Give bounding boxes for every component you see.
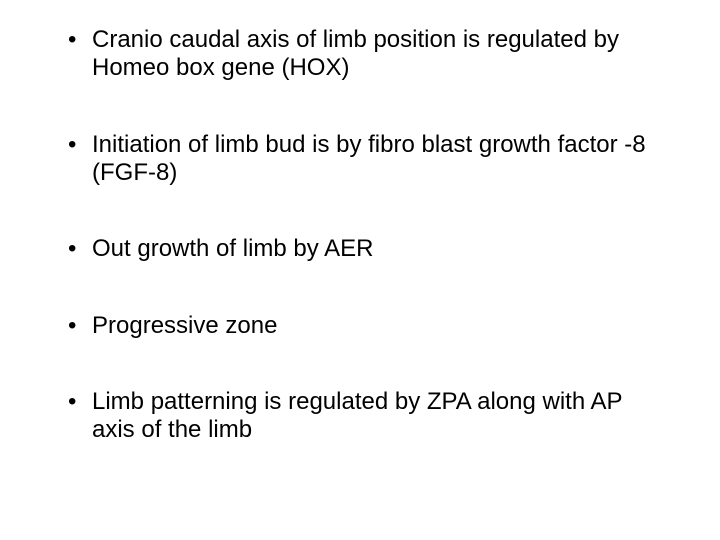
bullet-item: Cranio caudal axis of limb position is r…: [64, 26, 656, 83]
bullet-item: Progressive zone: [64, 312, 656, 340]
bullet-item: Initiation of limb bud is by fibro blast…: [64, 131, 656, 188]
slide: Cranio caudal axis of limb position is r…: [0, 0, 720, 540]
bullet-item: Limb patterning is regulated by ZPA alon…: [64, 388, 656, 445]
bullet-list: Cranio caudal axis of limb position is r…: [64, 26, 656, 445]
bullet-item: Out growth of limb by AER: [64, 235, 656, 263]
